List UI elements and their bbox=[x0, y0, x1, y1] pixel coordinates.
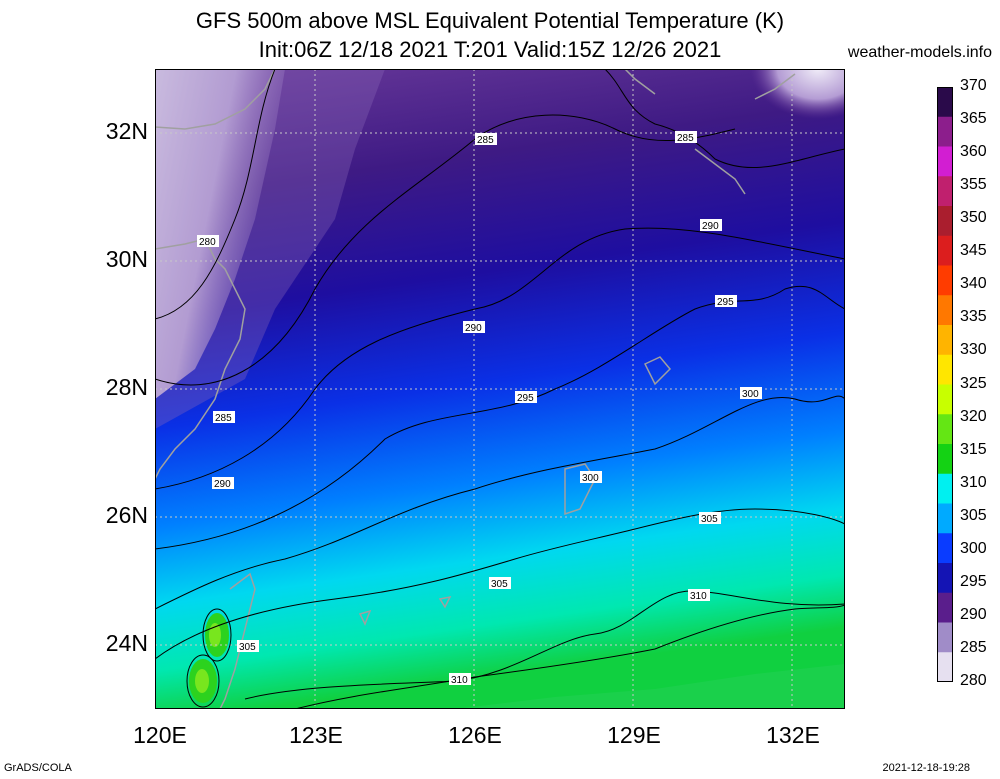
contour-label: 295 bbox=[717, 297, 734, 308]
colorbar-label: 360 bbox=[960, 143, 987, 161]
colorbar-label: 325 bbox=[960, 374, 987, 392]
colorbar-label: 335 bbox=[960, 308, 987, 326]
contour-label: 300 bbox=[742, 389, 759, 400]
chart-title: GFS 500m above MSL Equivalent Potential … bbox=[195, 8, 785, 33]
chart-subtitle: Init:06Z 12/18 2021 T:201 Valid:15Z 12/2… bbox=[258, 37, 722, 62]
colorbar-label: 365 bbox=[960, 110, 987, 128]
colorbar-segment bbox=[937, 87, 953, 118]
colorbar-label: 370 bbox=[960, 77, 987, 94]
timestamp: 2021-12-18-19:28 bbox=[882, 762, 970, 774]
colorbar bbox=[937, 87, 953, 682]
colorbar-label: 355 bbox=[960, 176, 987, 194]
lon-label: 123E bbox=[289, 722, 343, 748]
colorbar-segment bbox=[937, 206, 953, 237]
colorbar-label: 340 bbox=[960, 275, 987, 293]
colorbar-segment bbox=[937, 444, 953, 475]
contour-labels: 280 285 285 285 290 290 290 295 295 300 … bbox=[197, 131, 762, 686]
colorbar-segment bbox=[937, 592, 953, 623]
lat-label: 32N bbox=[105, 118, 148, 144]
map-canvas: 280 285 285 285 290 290 290 295 295 300 … bbox=[155, 69, 845, 709]
contour-label: 290 bbox=[702, 221, 719, 232]
contour-label: 295 bbox=[517, 393, 534, 404]
contour-label: 310 bbox=[690, 591, 707, 602]
colorbar-segment bbox=[937, 384, 953, 415]
software-credit: GrADS/COLA bbox=[4, 762, 72, 774]
colorbar-segment bbox=[937, 652, 953, 682]
colorbar-label: 350 bbox=[960, 209, 987, 227]
colorbar-segment bbox=[937, 235, 953, 266]
colorbar-segment bbox=[937, 116, 953, 147]
colorbar-label: 320 bbox=[960, 407, 987, 425]
colorbar-label: 300 bbox=[960, 539, 987, 557]
lat-label: 30N bbox=[105, 246, 148, 272]
colorbar-segment bbox=[937, 622, 953, 653]
colorbar-segment bbox=[937, 503, 953, 534]
contour-label: 285 bbox=[477, 135, 494, 146]
lat-label: 24N bbox=[105, 630, 148, 656]
contour-label: 305 bbox=[239, 642, 256, 653]
contour-label: 285 bbox=[215, 413, 232, 424]
colorbar-label: 315 bbox=[960, 440, 987, 458]
contour-label: 305 bbox=[491, 579, 508, 590]
colorbar-segment bbox=[937, 295, 953, 326]
contour-label: 280 bbox=[199, 237, 216, 248]
colorbar-label: 285 bbox=[960, 638, 987, 656]
colorbar-segment bbox=[937, 146, 953, 177]
contour-label: 305 bbox=[701, 514, 718, 525]
colorbar-label: 345 bbox=[960, 242, 987, 260]
contour-label: 310 bbox=[451, 675, 468, 686]
colorbar-segment bbox=[937, 265, 953, 296]
contour-label: 290 bbox=[465, 323, 482, 334]
lon-label: 129E bbox=[607, 722, 661, 748]
colorbar-label: 280 bbox=[960, 672, 987, 689]
colorbar-label: 310 bbox=[960, 473, 987, 491]
colorbar-segment bbox=[937, 473, 953, 504]
contour-label: 285 bbox=[677, 133, 694, 144]
colorbar-label: 305 bbox=[960, 506, 987, 524]
colorbar-segment bbox=[937, 176, 953, 207]
lon-label: 120E bbox=[133, 722, 187, 748]
site-credit: weather-models.info bbox=[847, 44, 992, 61]
contour-label: 300 bbox=[582, 473, 599, 484]
colorbar-label: 330 bbox=[960, 341, 987, 359]
lon-label: 126E bbox=[448, 722, 502, 748]
lon-label: 132E bbox=[766, 722, 820, 748]
colorbar-segment bbox=[937, 325, 953, 356]
colorbar-segment bbox=[937, 354, 953, 385]
colorbar-segment bbox=[937, 414, 953, 445]
map-panel: 280 285 285 285 290 290 290 295 295 300 … bbox=[155, 69, 845, 709]
lat-label: 26N bbox=[105, 502, 148, 528]
contour-label: 290 bbox=[214, 479, 231, 490]
colorbar-label: 290 bbox=[960, 605, 987, 623]
lat-label: 28N bbox=[105, 374, 148, 400]
colorbar-segment bbox=[937, 563, 953, 594]
colorbar-segment bbox=[937, 533, 953, 564]
colorbar-label: 295 bbox=[960, 572, 987, 590]
